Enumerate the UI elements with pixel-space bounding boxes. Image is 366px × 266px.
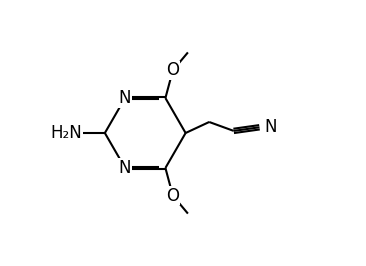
Text: N: N <box>264 118 277 136</box>
Text: O: O <box>166 61 179 79</box>
Text: N: N <box>119 159 131 177</box>
Text: H₂N: H₂N <box>50 124 82 142</box>
Text: N: N <box>119 89 131 107</box>
Text: O: O <box>166 187 179 205</box>
